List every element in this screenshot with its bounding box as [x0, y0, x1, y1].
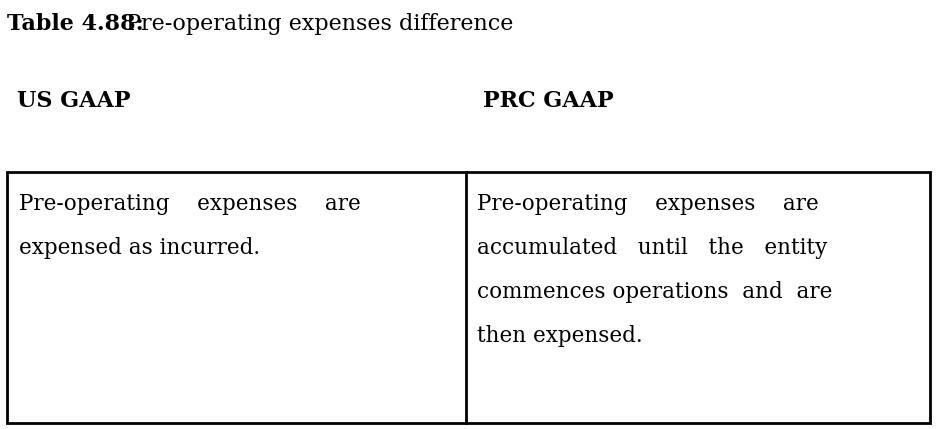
- Text: Pre-operating expenses difference: Pre-operating expenses difference: [126, 13, 513, 35]
- Text: Table 4.88:: Table 4.88:: [7, 13, 144, 35]
- Text: Pre-operating    expenses    are

expensed as incurred.: Pre-operating expenses are expensed as i…: [19, 193, 360, 259]
- Bar: [7, 172, 929, 423]
- Text: US GAAP: US GAAP: [17, 90, 130, 112]
- Text: Pre-operating    expenses    are

accumulated   until   the   entity

commences : Pre-operating expenses are accumulated u…: [476, 193, 831, 347]
- Text: PRC GAAP: PRC GAAP: [482, 90, 612, 112]
